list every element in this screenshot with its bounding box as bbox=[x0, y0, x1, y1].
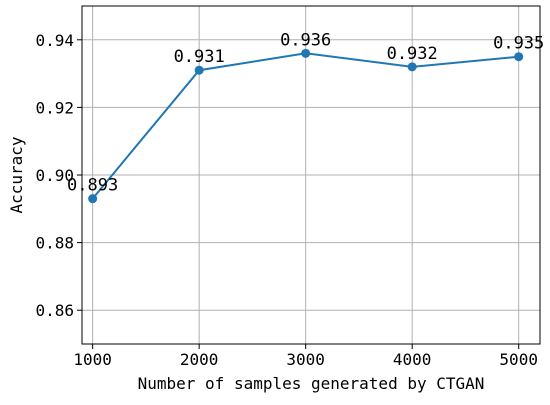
y-tick-label: 0.86 bbox=[35, 301, 74, 320]
y-tick-label: 0.90 bbox=[35, 166, 74, 185]
x-tick-label: 3000 bbox=[286, 350, 325, 369]
x-tick-label: 1000 bbox=[73, 350, 112, 369]
y-tick-label: 0.92 bbox=[35, 98, 74, 117]
x-axis-label: Number of samples generated by CTGAN bbox=[138, 374, 485, 393]
x-tick-label: 2000 bbox=[180, 350, 219, 369]
axes-layer: 1000 2000 3000 4000 5000 0.86 0.88 0.90 0.92 0.94 bbox=[35, 5, 541, 369]
data-label: 0.893 bbox=[67, 176, 118, 196]
labels-layer: 0.893 0.931 0.936 0.932 0.935 bbox=[67, 30, 544, 195]
data-point bbox=[194, 65, 204, 75]
data-point bbox=[301, 48, 311, 58]
data-point bbox=[407, 62, 417, 72]
x-tick-label: 5000 bbox=[499, 350, 538, 369]
x-tick-label: 4000 bbox=[393, 350, 432, 369]
data-point bbox=[514, 52, 524, 62]
y-tick-label: 0.94 bbox=[35, 31, 74, 50]
y-axis-label: Accuracy bbox=[7, 136, 26, 213]
data-label: 0.936 bbox=[280, 30, 331, 50]
grid-layer bbox=[82, 6, 540, 344]
data-point bbox=[88, 194, 98, 204]
data-label: 0.932 bbox=[387, 44, 438, 64]
series-layer bbox=[88, 48, 524, 204]
data-label: 0.931 bbox=[174, 47, 225, 67]
y-tick-label: 0.88 bbox=[35, 234, 74, 253]
data-label: 0.935 bbox=[493, 34, 544, 54]
